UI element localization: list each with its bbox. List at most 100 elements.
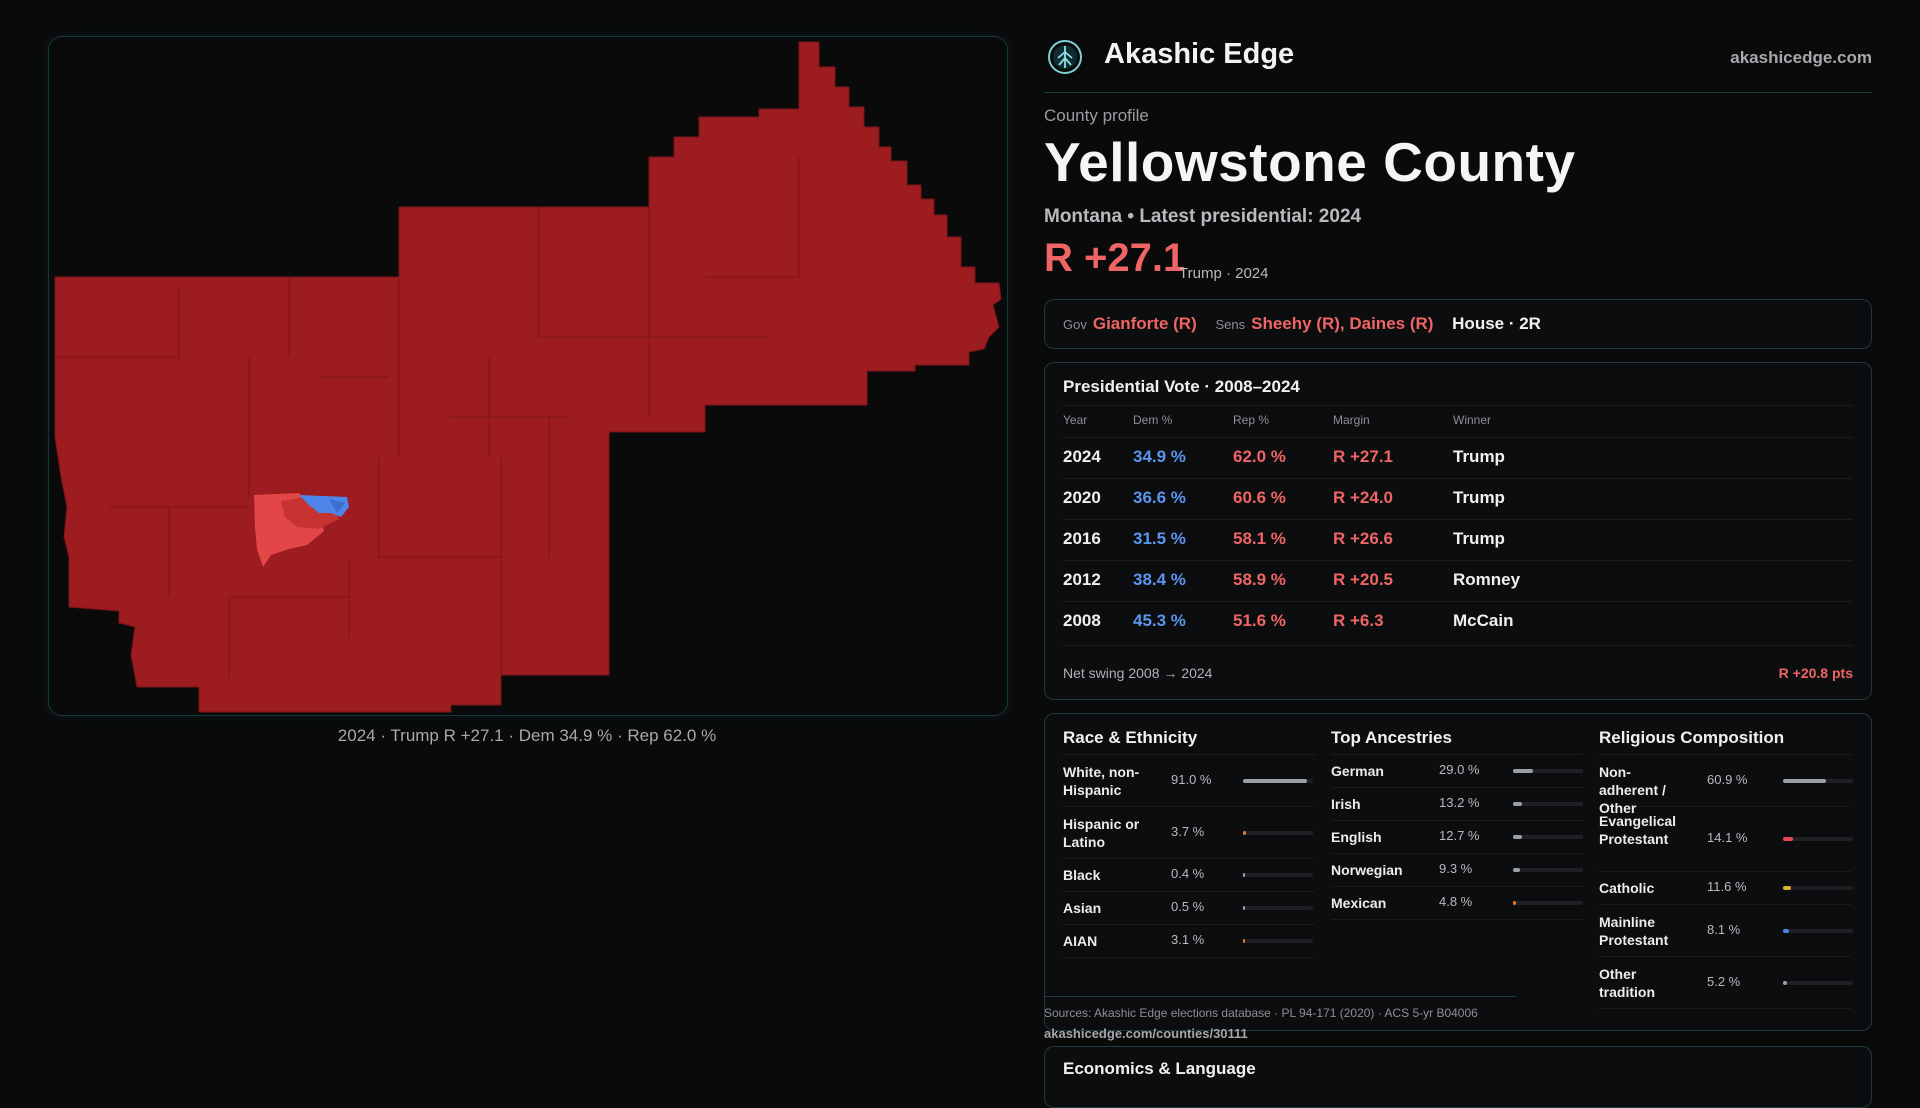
item-value: 3.7 % — [1171, 823, 1205, 839]
row-winner: Trump — [1453, 529, 1505, 548]
list-item: Hispanic or Latino 3.7 % — [1063, 807, 1315, 859]
header-dem: Dem % — [1133, 413, 1173, 427]
item-bar-track — [1783, 778, 1853, 783]
brand-header: Akashic Edge akashicedge.com — [1044, 36, 1872, 93]
item-bar-track — [1243, 906, 1313, 910]
item-bar-fill — [1783, 778, 1826, 783]
page-subtitle: Montana • Latest presidential: 2024 — [1044, 206, 1362, 227]
item-value: 0.5 % — [1171, 899, 1205, 914]
profile-column: Akashic Edge akashicedge.com County prof… — [1044, 0, 1872, 1108]
row-winner: McCain — [1453, 611, 1514, 630]
house-delegation: House · 2R — [1452, 314, 1541, 333]
list-item: Black 0.4 % — [1063, 859, 1315, 892]
item-bar-fill — [1243, 906, 1245, 910]
item-value: 13.2 % — [1439, 795, 1480, 810]
item-label: Evangelical Protestant — [1599, 813, 1677, 847]
item-bar-fill — [1783, 980, 1787, 985]
brand-name[interactable]: Akashic Edge — [1104, 38, 1295, 70]
row-winner: Trump — [1453, 447, 1505, 466]
demographics-card: Race & Ethnicity White, non-Hispanic 91.0… — [1044, 713, 1872, 1031]
ancestry-title: Top Ancestries — [1331, 728, 1583, 755]
header-year: Year — [1063, 413, 1088, 427]
row-rep: 58.1 % — [1233, 529, 1286, 548]
race-ethnicity-title: Race & Ethnicity — [1063, 728, 1315, 755]
row-winner: Trump — [1453, 488, 1505, 507]
item-bar-track — [1513, 901, 1583, 905]
row-dem: 45.3 % — [1133, 611, 1186, 630]
governor-name: Gianforte (R) — [1092, 314, 1197, 333]
page-title: Yellowstone County — [1044, 131, 1576, 193]
item-bar-fill — [1783, 928, 1789, 933]
list-item: Asian 0.5 % — [1063, 892, 1315, 925]
list-item: German 29.0 % — [1331, 755, 1583, 788]
item-bar-fill — [1513, 835, 1522, 839]
item-label: Catholic — [1599, 880, 1655, 896]
net-swing-value: R +20.8 pts — [1778, 665, 1853, 681]
item-value: 14.1 % — [1707, 830, 1748, 845]
permalink[interactable]: akashicedge.com/counties/30111 — [1044, 1026, 1248, 1041]
list-item: Mexican 4.8 % — [1331, 887, 1583, 920]
item-label: Other tradition — [1599, 965, 1655, 1000]
billings-dem-light — [329, 499, 345, 513]
religion-list: Non-adherent / Other 60.9 % Evangelical Pr… — [1599, 755, 1853, 1009]
presidential-vote-card: Presidential Vote · 2008–2024 Year Dem %… — [1044, 362, 1872, 700]
row-dem: 38.4 % — [1133, 570, 1186, 589]
table-row[interactable]: 2012 38.4 % 58.9 % R +20.5 Romney — [1063, 560, 1853, 602]
latest-margin-note: Trump · 2024 — [1179, 265, 1269, 282]
row-year: 2020 — [1063, 488, 1101, 507]
county-shape — [54, 41, 1002, 713]
page-eyebrow: County profile — [1044, 106, 1149, 125]
row-margin: R +6.3 — [1333, 611, 1384, 630]
row-margin: R +27.1 — [1333, 447, 1394, 466]
list-item: Catholic 11.6 % — [1599, 872, 1853, 905]
item-value: 4.8 % — [1439, 894, 1473, 909]
item-bar-fill — [1243, 778, 1307, 783]
item-bar-track — [1243, 830, 1313, 835]
tree-of-life-icon[interactable] — [1046, 38, 1084, 76]
row-year: 2016 — [1063, 529, 1101, 548]
item-bar-fill — [1243, 830, 1246, 835]
table-row[interactable]: 2016 31.5 % 58.1 % R +26.6 Trump — [1063, 519, 1853, 561]
row-rep: 60.6 % — [1233, 488, 1286, 507]
row-margin: R +24.0 — [1333, 488, 1394, 507]
brand-url-link[interactable]: akashicedge.com — [1730, 48, 1872, 67]
item-bar-fill — [1243, 873, 1245, 877]
sources-text: Sources: Akashic Edge elections database… — [1044, 1006, 1478, 1020]
item-bar-track — [1513, 868, 1583, 872]
row-rep: 51.6 % — [1233, 611, 1286, 630]
item-bar-fill — [1513, 769, 1534, 773]
table-row[interactable]: 2024 34.9 % 62.0 % R +27.1 Trump — [1063, 437, 1853, 479]
table-row[interactable]: 2020 36.6 % 60.6 % R +24.0 Trump — [1063, 478, 1853, 520]
list-item: Other tradition 5.2 % — [1599, 957, 1853, 1009]
row-dem: 31.5 % — [1133, 529, 1186, 548]
item-label: Mexican — [1331, 895, 1387, 911]
table-row[interactable]: 2008 45.3 % 51.6 % R +6.3 McCain — [1063, 601, 1853, 643]
item-bar-track — [1243, 939, 1313, 943]
religion-title: Religious Composition — [1599, 728, 1851, 755]
row-dem: 36.6 % — [1133, 488, 1186, 507]
item-label: English — [1331, 829, 1382, 845]
item-value: 9.3 % — [1439, 861, 1473, 876]
item-bar-fill — [1513, 901, 1517, 905]
row-rep: 62.0 % — [1233, 447, 1286, 466]
list-item: Non-adherent / Other 60.9 % — [1599, 755, 1853, 816]
row-year: 2008 — [1063, 611, 1101, 630]
item-value: 91.0 % — [1171, 771, 1212, 787]
officials-card: Gov Gianforte (R) Sens Sheehy (R), Daines … — [1044, 299, 1872, 349]
map-caption: 2024 · Trump R +27.1 · Dem 34.9 % · Rep … — [337, 726, 717, 745]
county-map-panel[interactable] — [48, 36, 1008, 716]
title-divider — [1063, 405, 1853, 406]
senators-names: Sheehy (R), Daines (R) — [1251, 314, 1434, 333]
sources-divider — [1044, 996, 1516, 997]
item-value: 3.1 % — [1171, 932, 1205, 947]
precinct-map[interactable] — [49, 37, 1007, 715]
net-swing-label: Net swing 2008 → 2024 — [1063, 665, 1213, 681]
item-label: Black — [1063, 867, 1101, 883]
header-margin: Margin — [1333, 413, 1370, 427]
economics-card: Economics & Language — [1044, 1046, 1872, 1108]
header-rep: Rep % — [1233, 413, 1270, 427]
item-label: Mainline Protestant — [1599, 913, 1669, 948]
row-rep: 58.9 % — [1233, 570, 1286, 589]
list-item: Evangelical Protestant 14.1 % — [1599, 807, 1853, 872]
sens-key: Sens — [1215, 317, 1246, 332]
